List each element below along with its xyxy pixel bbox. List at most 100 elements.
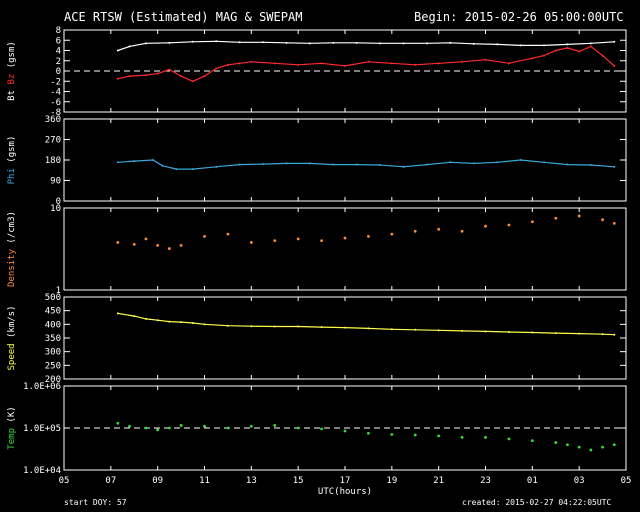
data-point-speed <box>613 333 616 336</box>
axis-title-part: Temp <box>7 428 17 450</box>
axis-title-speed: Speed (km/s) <box>7 305 17 370</box>
data-point-speed <box>203 323 206 326</box>
data-point-speed <box>484 330 487 333</box>
data-point-bt <box>613 40 616 43</box>
data-point-phi <box>308 162 311 165</box>
data-point-density <box>612 221 616 225</box>
data-point-temp <box>226 426 230 430</box>
data-point-bt <box>168 41 171 44</box>
data-point-bt <box>379 42 382 45</box>
axis-title-density: Density (/cm3) <box>7 211 17 287</box>
data-point-bz <box>484 58 487 61</box>
data-point-bz <box>180 75 183 78</box>
axis-title-phi: Phi (gsm) <box>7 136 17 185</box>
x-axis-title: UTC(hours) <box>318 487 372 497</box>
data-point-bt <box>472 42 475 45</box>
data-point-density <box>530 220 534 224</box>
data-point-phi <box>151 159 154 161</box>
data-point-density <box>273 239 277 243</box>
xtick-label: 01 <box>527 476 538 486</box>
data-point-speed <box>191 321 194 324</box>
data-point-bz <box>116 77 119 80</box>
data-point-speed <box>180 321 183 324</box>
axis-title-temp: Temp (K) <box>7 406 17 449</box>
data-point-density <box>116 241 120 244</box>
data-point-temp <box>156 428 160 432</box>
axis-title-part: Speed <box>7 343 17 370</box>
axis-title-mag: Bt Bz (gsm) <box>7 41 17 101</box>
data-point-bt <box>128 45 131 48</box>
ytick-label-speed: 350 <box>45 334 61 344</box>
series-line-speed <box>117 312 615 336</box>
ytick-label-mag: 4 <box>56 47 61 57</box>
axis-title-part: (gsm) <box>7 41 17 74</box>
ytick-label-phi: 270 <box>45 136 61 146</box>
data-point-density <box>226 232 230 236</box>
data-point-phi <box>449 161 452 164</box>
data-point-bz <box>226 63 229 66</box>
xtick-label: 17 <box>340 476 351 486</box>
data-point-bz <box>566 46 569 49</box>
data-point-temp <box>273 424 277 427</box>
data-point-bz <box>156 72 159 75</box>
xtick-label: 07 <box>105 476 116 486</box>
data-point-density <box>554 216 558 220</box>
data-point-bt <box>449 41 452 44</box>
data-point-bz <box>320 62 323 65</box>
ytick-label-phi: 90 <box>50 177 61 187</box>
xtick-label: 23 <box>480 476 491 486</box>
data-point-bz <box>543 54 546 57</box>
data-point-phi <box>519 159 522 161</box>
data-point-bt <box>144 42 147 45</box>
data-point-phi <box>116 161 119 164</box>
data-point-speed <box>320 326 323 329</box>
ytick-label-density: 10 <box>50 204 61 214</box>
data-point-bt <box>308 42 311 45</box>
data-point-phi <box>402 165 405 168</box>
data-point-bz <box>144 74 147 77</box>
xtick-label: 09 <box>152 476 163 486</box>
data-point-bz <box>191 80 194 83</box>
data-point-temp <box>554 441 558 444</box>
data-point-speed <box>507 330 510 333</box>
axis-title-part: Phi <box>7 168 17 184</box>
data-point-phi <box>566 163 569 166</box>
ytick-label-mag: 2 <box>56 57 61 67</box>
data-point-phi <box>332 163 335 166</box>
data-point-speed <box>367 327 370 330</box>
data-point-speed <box>226 324 229 327</box>
data-point-phi <box>379 164 382 167</box>
data-point-speed <box>461 329 464 332</box>
ytick-label-mag: 8 <box>56 26 61 36</box>
data-point-temp <box>320 427 323 431</box>
ytick-label-temp: 1.0E+04 <box>23 466 61 476</box>
data-point-temp <box>116 421 120 425</box>
data-point-temp <box>128 424 131 428</box>
data-point-speed <box>116 312 119 315</box>
data-point-temp <box>296 426 300 430</box>
data-point-temp <box>203 424 206 428</box>
data-point-speed <box>133 315 136 318</box>
data-point-bz <box>168 68 171 71</box>
data-point-speed <box>437 329 440 332</box>
begin-time: Begin: 2015-02-26 05:00:00UTC <box>414 10 624 24</box>
data-point-temp <box>437 434 441 438</box>
data-point-bz <box>238 62 241 65</box>
data-point-bt <box>496 43 499 46</box>
data-point-temp <box>343 429 347 433</box>
data-point-phi <box>472 162 475 165</box>
chart-title: ACE RTSW (Estimated) MAG & SWEPAM <box>64 10 303 24</box>
data-point-bt <box>566 43 569 46</box>
data-point-density <box>413 229 417 233</box>
data-point-density <box>390 232 394 236</box>
data-point-density <box>320 239 323 243</box>
data-point-density <box>156 243 160 247</box>
start-doy: start DOY: 57 <box>64 498 127 507</box>
data-point-speed <box>601 333 604 336</box>
data-point-density <box>577 214 581 218</box>
data-point-bt <box>402 42 405 45</box>
ytick-label-speed: 500 <box>45 293 61 303</box>
data-point-bt <box>285 41 288 44</box>
data-point-bz <box>273 62 276 65</box>
data-point-speed <box>531 331 534 334</box>
